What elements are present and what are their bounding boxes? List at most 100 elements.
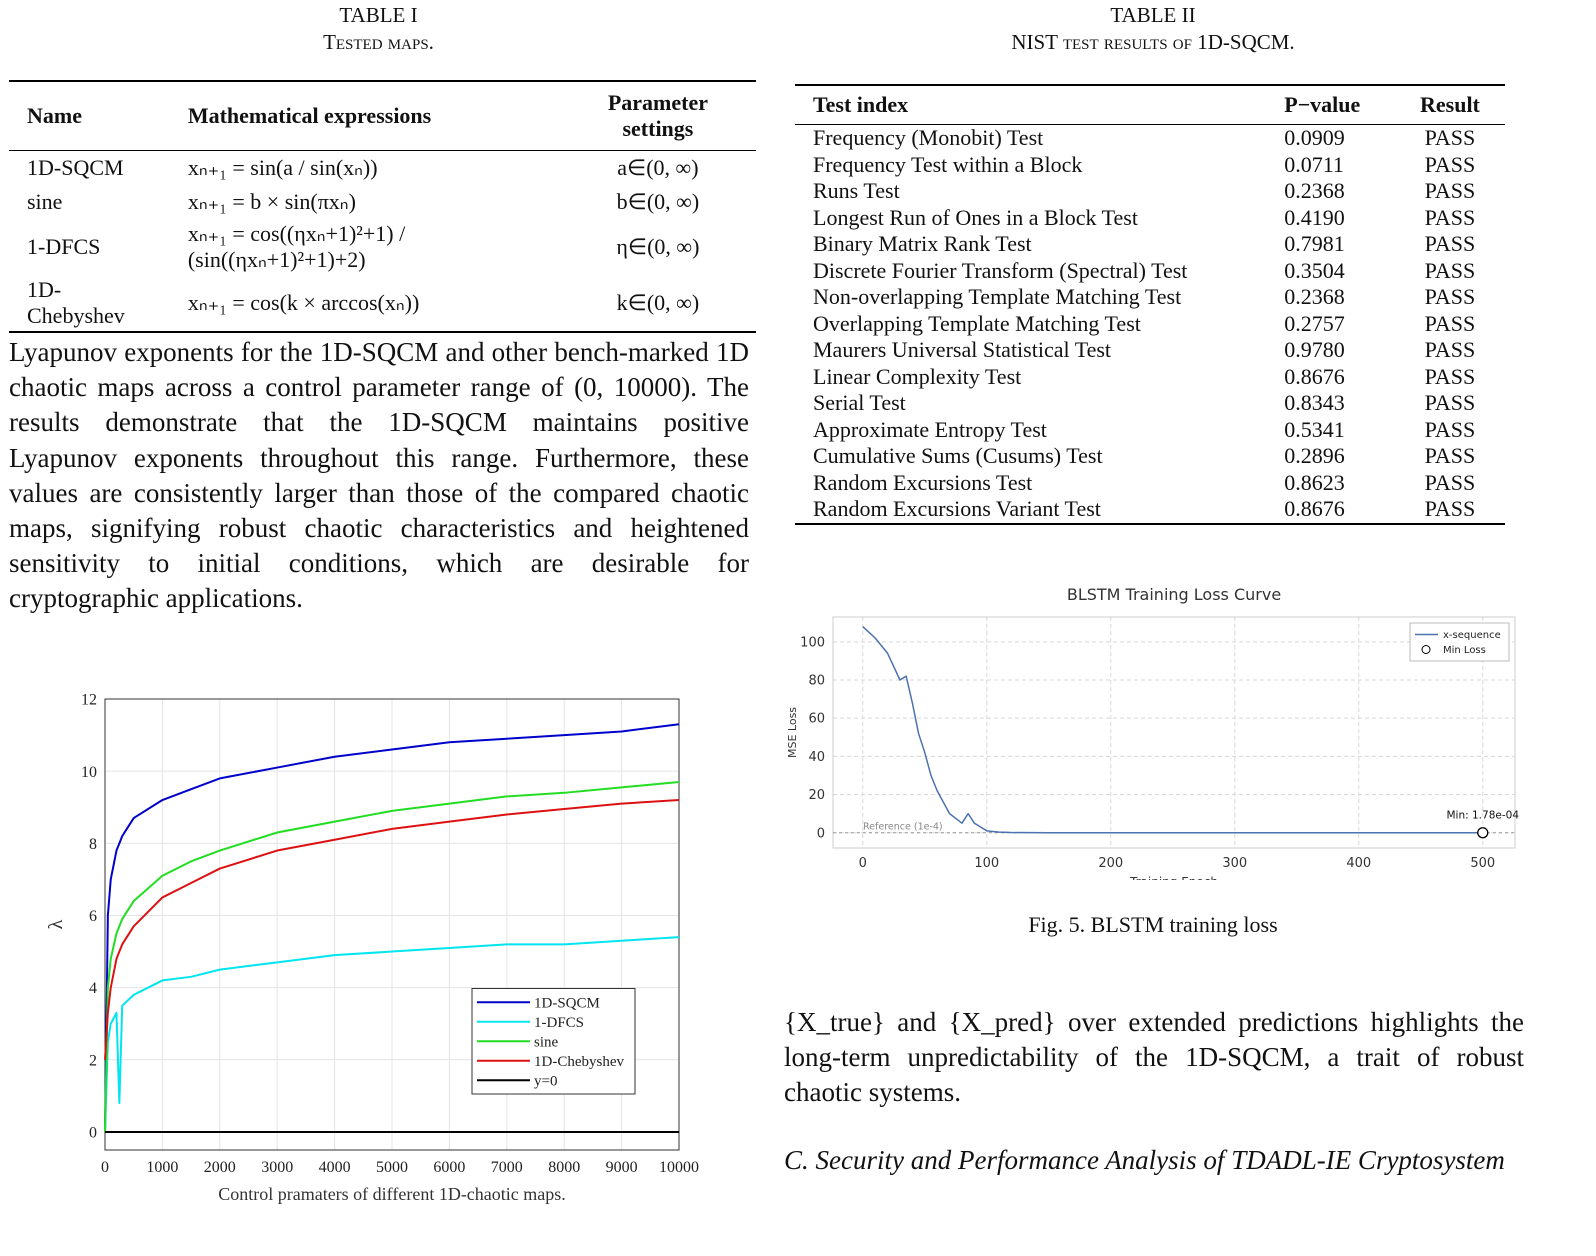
y-tick-label: 40 — [808, 750, 825, 765]
cell: b∈(0, ∞) — [616, 189, 700, 214]
x-tick-label: 1000 — [146, 1159, 178, 1176]
cell: 0.4190 — [1284, 204, 1345, 230]
cell: 1D-SQCM — [27, 155, 124, 180]
header-cell: Name — [9, 81, 170, 151]
cell: Random Excursions Test — [813, 469, 1033, 495]
legend: x-sequence Min Loss — [1409, 622, 1510, 662]
cell: 0.2896 — [1284, 443, 1345, 469]
cell: Overlapping Template Matching Test — [813, 310, 1141, 336]
row: 1D-Chebyshev xₙ₊₁ = cos(k × arccos(xₙ)) k∈… — [9, 275, 756, 332]
header-cell: Result — [1394, 85, 1505, 125]
header-cell: Mathematical expressions — [169, 81, 560, 151]
x-axis-label: Training Epoch — [1129, 875, 1218, 880]
cell: 0.8676 — [1284, 363, 1345, 389]
cell: 0.0909 — [1284, 125, 1345, 151]
row: Overlapping Template Matching Test 0.2757… — [795, 311, 1505, 338]
cell: 0.7981 — [1284, 231, 1345, 257]
line — [104, 780, 680, 1132]
cell: Cumulative Sums (Cusums) Test — [813, 443, 1103, 469]
y-tick-label: 80 — [808, 674, 825, 689]
legend-label: x-sequence — [1443, 630, 1501, 641]
line — [104, 723, 680, 1132]
cell: 0.2368 — [1284, 284, 1345, 310]
cell: PASS — [1424, 204, 1476, 230]
legend-swatch — [1421, 645, 1431, 654]
table-caption: TABLE II NIST test results of 1D-SQCM. — [795, 2, 1511, 56]
x-axis-label: Control pramaters of different 1D-chaoti… — [218, 1184, 566, 1204]
cell: PASS — [1424, 151, 1476, 177]
cell: Random Excursions Variant Test — [813, 496, 1101, 522]
cell: PASS — [1424, 496, 1476, 522]
cell: 0.9780 — [1284, 337, 1345, 363]
data-label: Min: 1.78e-04 — [1447, 810, 1520, 822]
cell: xₙ₊₁ = b × sin(πxₙ) — [187, 189, 356, 214]
cell: η∈(0, ∞) — [616, 234, 700, 259]
plot-frame — [104, 698, 680, 1151]
y-axis-label: λ — [45, 919, 67, 929]
y-tick-label: 100 — [800, 635, 825, 650]
cell: Non-overlapping Template Matching Test — [813, 284, 1182, 310]
row: 1-DFCS xₙ₊₁ = cos((ηxₙ+1)²+1) / (sin((ηxₙ… — [9, 219, 756, 275]
cell: 0.8343 — [1284, 390, 1345, 416]
x-tick-label: 500 — [1470, 856, 1495, 871]
table: Name Mathematical expressions Parameter se… — [9, 80, 756, 333]
cell: Linear Complexity Test — [813, 363, 1022, 389]
row: Longest Run of Ones in a Block Test 0.419… — [795, 205, 1505, 232]
y-tick-label: 20 — [808, 788, 825, 803]
x-tick-label: 300 — [1222, 856, 1247, 871]
x-tick-label: 4000 — [319, 1159, 351, 1176]
section-heading: C. Security and Performance Analysis of … — [784, 1145, 1505, 1175]
header-row: Test index P−value Result — [795, 85, 1505, 125]
cell: PASS — [1424, 443, 1476, 469]
table: Test index P−value Result Frequency (Monobi… — [795, 84, 1505, 525]
cell: k∈(0, ∞) — [616, 290, 700, 315]
row: sine xₙ₊₁ = b × sin(πxₙ) b∈(0, ∞) — [9, 185, 756, 219]
x-tick-label: 5000 — [376, 1159, 408, 1176]
cell: xₙ₊₁ = sin(a / sin(xₙ)) — [187, 155, 378, 180]
cell: Frequency (Monobit) Test — [813, 125, 1044, 151]
x-tick-label: 0 — [101, 1159, 109, 1176]
legend-label: sine — [534, 1035, 559, 1051]
y-tick-label: 60 — [808, 712, 825, 727]
cell: PASS — [1424, 416, 1476, 442]
row: Discrete Fourier Transform (Spectral) Te… — [795, 258, 1505, 285]
y-axis-label: MSE Loss — [786, 707, 799, 758]
cell: 0.3504 — [1284, 257, 1345, 283]
cell: Frequency Test within a Block — [813, 151, 1083, 177]
row: 1D-SQCM xₙ₊₁ = sin(a / sin(xₙ)) a∈(0, ∞) — [9, 151, 756, 186]
legend-label: 1D-SQCM — [534, 996, 600, 1012]
y-tick-label: 12 — [81, 692, 97, 709]
cell: a∈(0, ∞) — [617, 155, 699, 180]
header-cell: Parameter settings — [559, 81, 756, 151]
x-tick-label: 7000 — [491, 1159, 523, 1176]
cell: 1D-Chebyshev — [27, 277, 125, 328]
row: Serial Test 0.8343 PASS — [795, 390, 1505, 417]
cell: sine — [27, 189, 63, 214]
x-tick-label: 8000 — [548, 1159, 580, 1176]
y-tick-label: 8 — [89, 836, 97, 853]
y-tick-label: 6 — [89, 908, 97, 925]
cell: 0.2368 — [1284, 178, 1345, 204]
x-tick-label: 0 — [859, 856, 867, 871]
row: Approximate Entropy Test 0.5341 PASS — [795, 417, 1505, 444]
table-title: NIST test results of 1D-SQCM. — [1011, 30, 1295, 54]
x-tick-label: 200 — [1098, 856, 1123, 871]
row: Runs Test 0.2368 PASS — [795, 178, 1505, 205]
y-tick-label: 0 — [89, 1125, 97, 1142]
line — [104, 799, 680, 1060]
cell: 0.8623 — [1284, 469, 1345, 495]
x-tick-label: 9000 — [606, 1159, 638, 1176]
row: Cumulative Sums (Cusums) Test 0.2896 PASS — [795, 443, 1505, 470]
y-tick-label: 10 — [81, 764, 97, 781]
chart: 0 20 40 60 80 100 0 100 200 300 400 500 BLSTM Traini… — [786, 585, 1520, 880]
cell: PASS — [1424, 469, 1476, 495]
row: Non-overlapping Template Matching Test 0.… — [795, 284, 1505, 311]
cell: PASS — [1424, 178, 1476, 204]
cell: Serial Test — [813, 390, 906, 416]
cell: Binary Matrix Rank Test — [813, 231, 1032, 257]
row: Binary Matrix Rank Test 0.7981 PASS — [795, 231, 1505, 258]
y-tick-label: 2 — [89, 1052, 97, 1069]
table-caption: TABLE I Tested maps. — [0, 2, 757, 56]
row: Random Excursions Variant Test 0.8676 PASS — [795, 496, 1505, 524]
